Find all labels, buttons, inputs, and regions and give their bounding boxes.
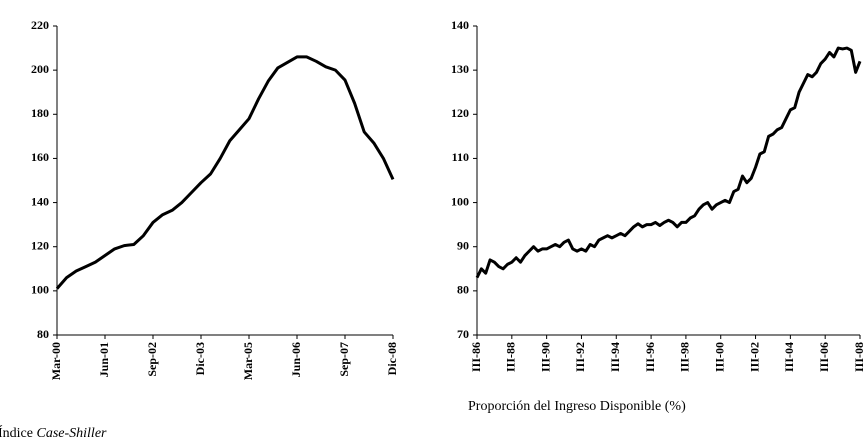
y-tick-label: 110: [452, 150, 469, 164]
x-tick-label: III-02: [747, 342, 761, 372]
x-tick-label: III-00: [712, 342, 726, 372]
y-tick-label: 80: [457, 283, 469, 297]
x-tick-label: Mar-00: [49, 342, 63, 380]
x-tick-label: III-98: [678, 342, 692, 372]
line: [55, 55, 395, 290]
y-tick-label: 140: [31, 194, 49, 208]
x-tick-label: Sep-02: [145, 342, 159, 377]
y-tick-label: 160: [31, 150, 49, 164]
y-tick-label: 100: [451, 194, 469, 208]
y-tick-label: 200: [31, 62, 49, 76]
x-tick-label: Dic-08: [385, 342, 399, 375]
x-tick-label: Mar-05: [241, 342, 255, 380]
x-tick-label: Jun-01: [97, 342, 111, 377]
y-tick-label: 140: [451, 18, 469, 32]
line: [475, 46, 862, 279]
x-tick-label: III-96: [643, 342, 657, 372]
x-tick-label: III-08: [852, 342, 866, 372]
y-tick-label: 70: [457, 327, 469, 341]
x-tick-label: III-04: [782, 342, 796, 372]
y-tick-label: 90: [457, 238, 469, 252]
y-tick-label: 100: [31, 283, 49, 297]
x-tick-label: Sep-07: [337, 342, 351, 377]
caption: Proporción del Ingreso Disponible (%): [468, 399, 686, 414]
y-tick-label: 120: [451, 106, 469, 120]
y-tick-label: 180: [31, 106, 49, 120]
y-tick-label: 130: [451, 62, 469, 76]
x-tick-label: III-90: [538, 342, 552, 372]
y-tick-label: 80: [37, 327, 49, 341]
x-tick-label: III-06: [817, 342, 831, 372]
x-tick-label: III-94: [608, 342, 622, 372]
x-tick-label: III-86: [469, 342, 483, 372]
x-tick-label: III-88: [504, 342, 518, 372]
x-tick-label: Dic-03: [193, 342, 207, 375]
x-tick-label: III-92: [573, 342, 587, 372]
y-tick-label: 120: [31, 238, 49, 252]
x-tick-label: Jun-06: [289, 342, 303, 377]
caption-italic: Case-Shiller: [36, 426, 107, 441]
y-tick-label: 220: [31, 18, 49, 32]
caption: Índice Case-Shiller: [0, 424, 107, 441]
caption-text: Índice: [0, 424, 33, 441]
